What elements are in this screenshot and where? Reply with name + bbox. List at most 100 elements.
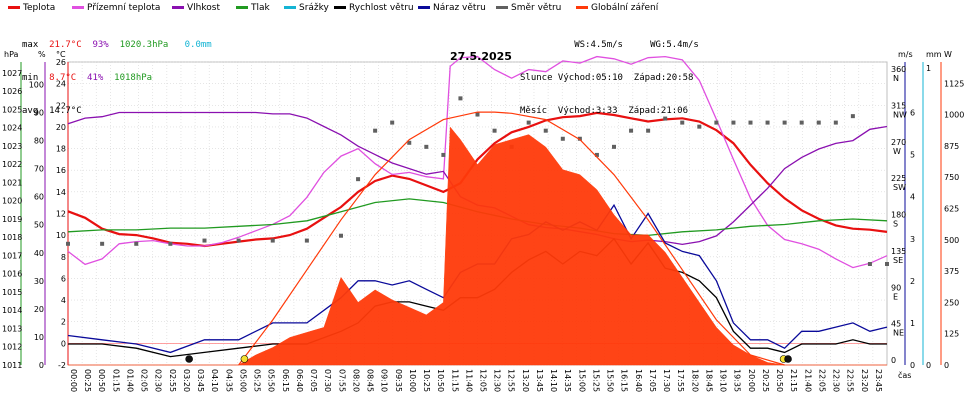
wind-direction-point [373,128,378,133]
dir-tick-label: 45 [891,320,901,329]
sun-moon-marker [185,355,193,363]
wind-direction-point [202,238,207,243]
rain-unit-label: mm [926,50,942,59]
wind-direction-point [782,120,787,125]
hum-tick-label: 100 [29,80,44,89]
rad-tick-label: 750 [944,173,959,182]
moonrise-info: Měsíc Východ:3:33 [520,106,618,116]
rad-tick-label: 0 [944,361,949,370]
x-tick-label: 00:50 [97,369,106,392]
wind-direction-point [66,241,70,246]
press-tick-label: 1017 [2,251,22,260]
legend-item-4: Srážky [284,3,329,13]
temp-tick-label: 14 [56,188,66,197]
legend-swatch [334,6,346,9]
legend-label: Rychlost větru [349,3,414,13]
temp-unit-label: °C [56,50,66,59]
wind-tick-label: 1 [910,319,915,328]
temp-tick-label: 18 [56,145,66,154]
press-tick-label: 1021 [2,178,22,187]
wind-unit-label: m/s [898,50,913,59]
temp-tick-label: -2 [58,361,66,370]
x-tick-label: 10:25 [422,369,431,392]
stat-min-press: 1018hPa [114,73,153,83]
press-tick-label: 1022 [2,160,22,169]
x-tick-label: 20:50 [775,369,784,392]
legend-item-0: Teplota [8,3,55,13]
x-tick-label: 12:55 [507,369,516,392]
series-radiation-area [68,126,887,366]
stat-min-hum: 41% [87,73,104,83]
press-tick-label: 1024 [2,124,22,133]
x-tick-label: 18:20 [690,369,699,392]
wind-direction-point [390,120,395,125]
x-tick-label: 16:40 [634,369,643,392]
rad-tick-label: 1125 [944,79,964,88]
legend-item-8: Globální záření [576,3,658,13]
stat-min-temp: 8.7°C [49,73,77,83]
wind-direction-point [748,120,753,125]
press-tick-label: 1013 [2,324,22,333]
sunset-info: Západ:20:58 [633,73,694,83]
wind-direction-point [339,233,343,238]
x-tick-label: 11:40 [464,369,473,392]
wind-sun-info: WS:4.5m/s WG:5.4m/s Slunce Východ:05:10 … [520,18,699,128]
hum-tick-label: 0 [39,361,44,370]
wind-direction-point [646,128,651,133]
x-tick-label: 06:15 [281,369,290,392]
x-tick-label: 02:05 [140,369,149,392]
x-tick-label: 06:40 [295,369,304,392]
wind-direction-point [629,128,634,133]
stat-avg-temp: 14.7°C [49,106,82,116]
hum-tick-label: 40 [34,249,44,258]
wind-direction-point [356,177,361,182]
x-tick-label: 23:45 [874,369,883,392]
x-tick-label: 17:30 [662,369,671,392]
x-tick-label: 05:50 [267,369,276,392]
x-tick-label: 04:10 [210,369,219,392]
hum-tick-label: 50 [34,221,44,230]
dir-compass-label: NW [893,110,907,119]
x-tick-label: 03:20 [182,369,191,392]
x-tick-label: 22:30 [832,369,841,392]
wind-direction-point [304,238,309,243]
rad-tick-label: 250 [944,298,959,307]
wind-direction-point [560,136,565,141]
wind-direction-point [885,262,889,266]
press-tick-label: 1025 [2,105,22,114]
x-tick-label: 19:35 [733,369,742,392]
hum-tick-label: 90 [34,109,44,118]
legend-swatch [576,6,588,9]
dir-compass-label: N [893,74,899,83]
x-tick-label: 07:30 [323,369,332,392]
dir-compass-label: SW [893,183,906,192]
stat-avg-label: avg [22,106,39,116]
press-tick-label: 1026 [2,87,22,96]
temp-tick-label: 4 [61,296,66,305]
wind-tick-label: 5 [910,151,915,160]
moonset-info: Západ:21:06 [628,106,688,116]
stat-max-label: max [22,40,39,50]
dir-compass-label: S [893,220,898,229]
dir-tick-label: 270 [891,138,906,147]
wind-direction-point [407,140,412,145]
temp-tick-label: 16 [56,166,66,175]
dir-tick-label: 135 [891,247,906,256]
series-line-1 [67,55,888,269]
temp-tick-label: 2 [61,318,66,327]
temp-tick-label: 8 [61,253,66,262]
x-tick-label: 09:35 [394,369,403,392]
legend-swatch [172,6,184,9]
x-tick-label: 19:10 [719,369,728,392]
wind-direction-point [441,152,446,157]
temp-tick-label: 22 [56,101,66,110]
x-tick-label: 17:05 [648,369,657,392]
wind-direction-point [697,124,702,129]
stat-min-label: min [22,73,39,83]
wind-direction-point [526,120,531,125]
hum-tick-label: 20 [34,305,44,314]
rad-tick-label: 875 [944,142,959,151]
legend-item-6: Náraz větru [418,3,486,13]
press-unit-label: hPa [4,50,19,59]
legend-swatch [418,6,430,9]
